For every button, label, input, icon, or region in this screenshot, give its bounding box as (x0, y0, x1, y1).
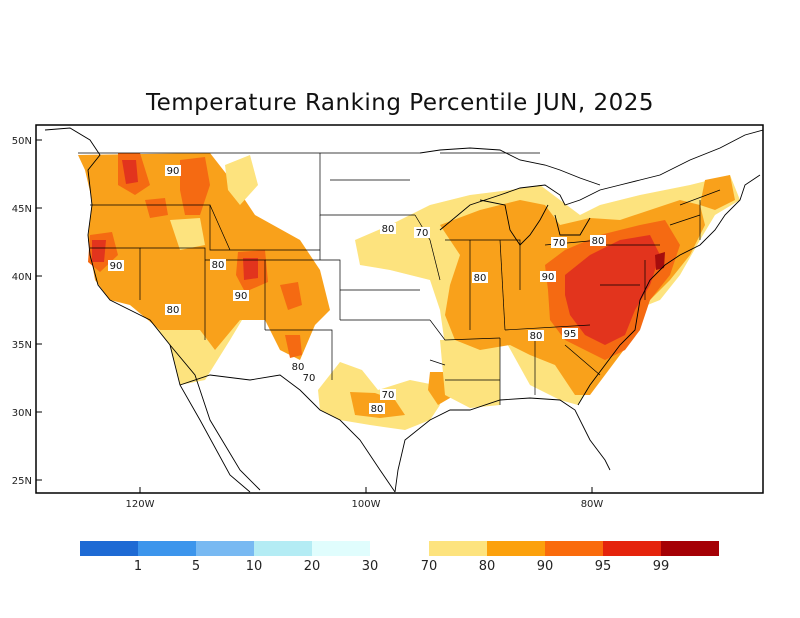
svg-text:80: 80 (292, 362, 305, 373)
contour-label: 80 (528, 330, 544, 342)
lat-label: 40N (12, 272, 32, 283)
legend-swatch (429, 541, 487, 556)
shade-95-utah (243, 258, 258, 280)
legend-swatch (487, 541, 545, 556)
legend-warm-bins: 70 80 90 95 99 (421, 541, 719, 574)
shade-95-appalachia (565, 235, 660, 345)
contour-label: 80 (472, 272, 488, 284)
legend-label: 70 (421, 559, 438, 574)
east-region (355, 175, 740, 405)
legend-swatch (545, 541, 603, 556)
contour-label: 70 (301, 372, 317, 384)
map-title: Temperature Ranking Percentile JUN, 2025 (145, 90, 655, 116)
shade-99-nj (655, 252, 665, 270)
svg-text:95: 95 (564, 329, 577, 340)
legend-label: 95 (595, 559, 612, 574)
shade-80-newengland (700, 175, 735, 210)
map-frame (35, 124, 764, 494)
contour-label: 95 (562, 328, 578, 340)
legend-swatch (312, 541, 370, 556)
contour-label: 70 (380, 389, 396, 401)
contour-label: 80 (590, 235, 606, 247)
legend-label: 80 (479, 559, 496, 574)
svg-text:70: 70 (416, 228, 429, 239)
legend-swatch (196, 541, 254, 556)
legend-swatch (254, 541, 312, 556)
lat-labels: 50N 45N 40N 35N 30N 25N (12, 136, 32, 487)
south-region (318, 338, 500, 430)
legend-swatch (661, 541, 719, 556)
svg-text:80: 80 (474, 273, 487, 284)
contour-label: 90 (165, 165, 181, 177)
svg-text:80: 80 (530, 331, 543, 342)
lon-ticks (139, 487, 593, 493)
svg-text:90: 90 (167, 166, 180, 177)
svg-text:70: 70 (382, 390, 395, 401)
shade-90-ne-idaho (180, 157, 210, 215)
lat-ticks (36, 139, 42, 481)
contour-label: 90 (108, 260, 124, 272)
svg-text:80: 80 (592, 236, 605, 247)
lon-labels: 120W 100W 80W (126, 499, 604, 510)
legend-label: 30 (362, 559, 379, 574)
legend-label: 20 (304, 559, 321, 574)
contour-label: 80 (165, 304, 181, 316)
lat-label: 30N (12, 408, 32, 419)
state-boundaries (78, 152, 721, 405)
legend-label: 99 (653, 559, 670, 574)
lat-label: 35N (12, 340, 32, 351)
legend-swatch (603, 541, 661, 556)
svg-text:70: 70 (553, 238, 566, 249)
legend-label: 90 (537, 559, 554, 574)
svg-text:90: 90 (110, 261, 123, 272)
contour-label: 70 (414, 227, 430, 239)
svg-text:80: 80 (212, 260, 225, 271)
shade-70-id-mt (225, 155, 258, 205)
lat-label: 25N (12, 476, 32, 487)
shade-90-co (280, 282, 302, 310)
legend-cold-bins: 1 5 10 20 30 (80, 541, 378, 574)
contour-labels: 90 90 80 90 80 80 70 80 70 80 90 80 95 8… (108, 165, 606, 415)
svg-text:80: 80 (382, 224, 395, 235)
shade-70-gulf (440, 338, 500, 408)
coastlines (44, 127, 764, 493)
legend-label: 1 (134, 559, 142, 574)
legend-swatch (138, 541, 196, 556)
shade-70-nv (170, 218, 205, 250)
contour-label: 90 (233, 290, 249, 302)
svg-text:80: 80 (167, 305, 180, 316)
svg-text:80: 80 (371, 404, 384, 415)
svg-text:90: 90 (235, 291, 248, 302)
contour-label: 80 (290, 361, 306, 373)
contour-label: 90 (540, 271, 556, 283)
lon-label: 80W (581, 499, 604, 510)
svg-text:90: 90 (542, 272, 555, 283)
shade-95-nw (122, 160, 138, 184)
contour-label: 70 (551, 237, 567, 249)
legend-label: 10 (246, 559, 263, 574)
legend-label: 5 (192, 559, 200, 574)
contour-label: 80 (380, 223, 396, 235)
shade-95-ca (92, 240, 106, 262)
legend-swatch (80, 541, 138, 556)
lat-label: 45N (12, 204, 32, 215)
lat-label: 50N (12, 136, 32, 147)
contour-label: 80 (210, 259, 226, 271)
shade-90-nm (285, 335, 302, 358)
lon-label: 120W (126, 499, 155, 510)
shade-90-oregon (145, 198, 168, 218)
svg-text:70: 70 (303, 373, 316, 384)
contour-label: 80 (369, 403, 385, 415)
lon-label: 100W (352, 499, 381, 510)
